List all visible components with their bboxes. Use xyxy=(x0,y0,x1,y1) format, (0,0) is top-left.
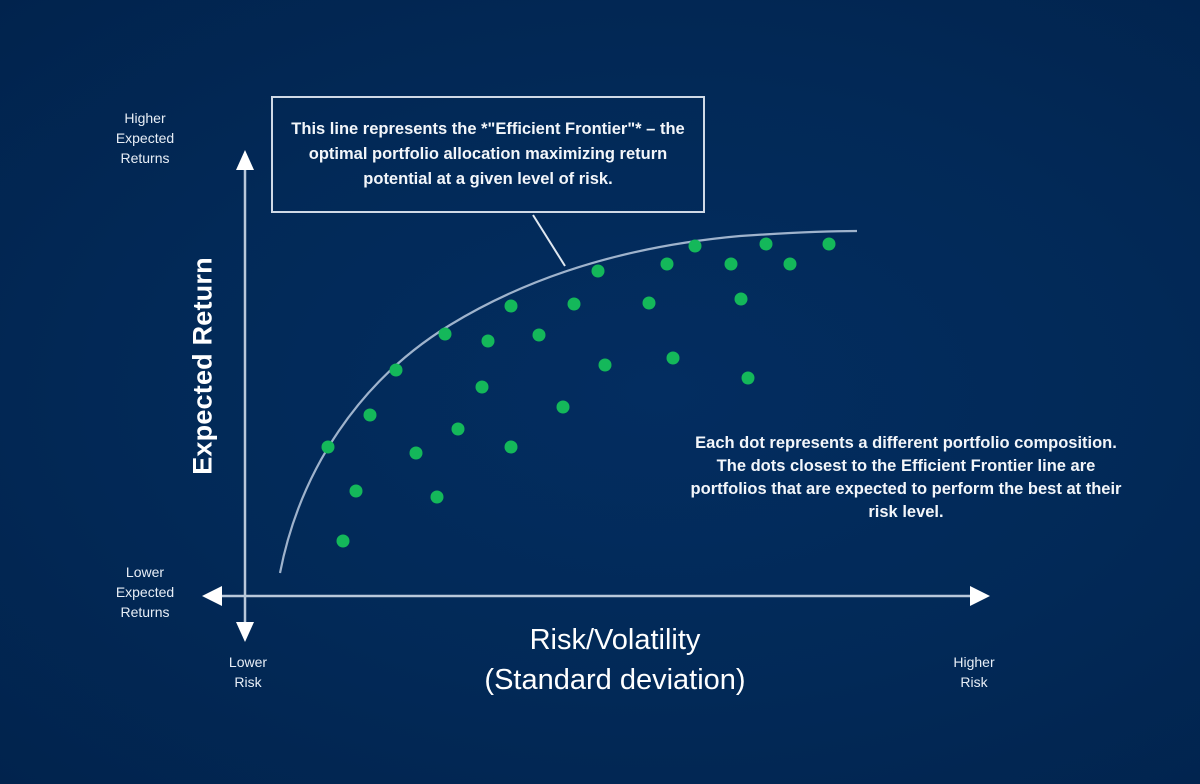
callout-connector xyxy=(532,214,566,267)
portfolio-dot xyxy=(532,328,546,342)
callout-text: This line represents the *"Efficient Fro… xyxy=(291,120,685,188)
portfolio-dot xyxy=(438,327,452,341)
arrow-left-icon xyxy=(202,586,222,606)
note-text: Each dot represents a different portfoli… xyxy=(690,434,1122,521)
portfolio-dot xyxy=(409,446,423,460)
portfolio-dot xyxy=(336,534,350,548)
label-line: Returns xyxy=(120,604,170,620)
x-axis-title: Risk/Volatility (Standard deviation) xyxy=(484,620,745,700)
portfolio-dot xyxy=(475,380,489,394)
portfolio-dots xyxy=(321,237,836,548)
label-line: Higher xyxy=(124,110,166,126)
portfolio-dot xyxy=(734,292,748,306)
label-line: Higher xyxy=(953,654,995,670)
higher-expected-returns-label: Higher Expected Returns xyxy=(106,108,184,168)
portfolio-dot xyxy=(451,422,465,436)
label-line: Risk xyxy=(234,674,262,690)
label-line: Lower xyxy=(228,654,268,670)
arrow-down-icon xyxy=(236,622,254,642)
y-axis-title: Expected Return xyxy=(187,257,218,475)
label-line: Lower xyxy=(125,564,165,580)
lower-risk-label: Lower Risk xyxy=(218,652,278,692)
label-line: Expected xyxy=(115,584,175,600)
lower-expected-returns-label: Lower Expected Returns xyxy=(106,562,184,622)
arrow-up-icon xyxy=(236,150,254,170)
arrow-right-icon xyxy=(970,586,990,606)
portfolio-dot xyxy=(504,299,518,313)
portfolio-dot xyxy=(822,237,836,251)
portfolio-dot xyxy=(363,408,377,422)
portfolio-dot xyxy=(741,371,755,385)
portfolio-dot xyxy=(481,334,495,348)
label-line: Expected xyxy=(115,130,175,146)
portfolio-dot xyxy=(389,363,403,377)
higher-risk-label: Higher Risk xyxy=(944,652,1004,692)
portfolio-dot xyxy=(321,440,335,454)
label-line: Risk xyxy=(960,674,988,690)
portfolio-dot xyxy=(598,358,612,372)
efficient-frontier-callout: This line represents the *"Efficient Fro… xyxy=(271,96,705,213)
x-axis-title-line1: Risk/Volatility xyxy=(529,624,701,656)
label-line: Returns xyxy=(120,150,170,166)
portfolio-dot xyxy=(759,237,773,251)
portfolio-dot xyxy=(666,351,680,365)
portfolio-dot xyxy=(724,257,738,271)
portfolio-dot xyxy=(504,440,518,454)
portfolio-dot xyxy=(783,257,797,271)
portfolio-dot xyxy=(660,257,674,271)
portfolio-dot xyxy=(642,296,656,310)
portfolio-dot xyxy=(567,297,581,311)
portfolio-dot xyxy=(430,490,444,504)
portfolio-dot xyxy=(556,400,570,414)
dots-explanation-note: Each dot represents a different portfoli… xyxy=(686,432,1126,524)
portfolio-dot xyxy=(349,484,363,498)
portfolio-dot xyxy=(591,264,605,278)
x-axis-title-line2: (Standard deviation) xyxy=(484,664,746,696)
portfolio-dot xyxy=(688,239,702,253)
